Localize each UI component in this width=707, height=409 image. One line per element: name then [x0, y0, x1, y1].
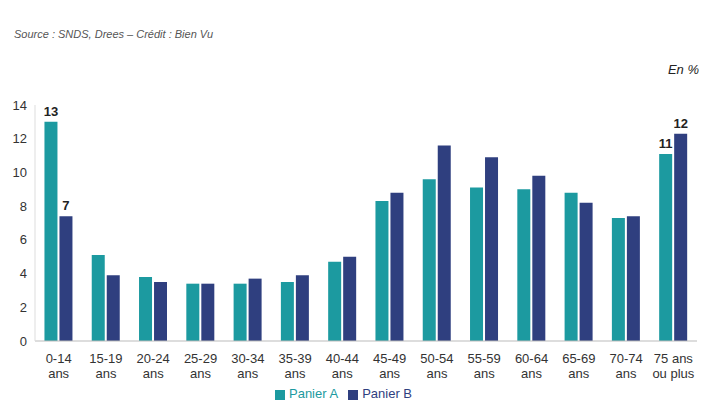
- html-text:En %: En %: [667, 62, 699, 77]
- svg-text:8: 8: [20, 199, 27, 214]
- svg-text:12: 12: [13, 131, 27, 146]
- svg-text:60-64ans: 60-64ans: [515, 351, 548, 381]
- svg-text:14: 14: [13, 98, 27, 113]
- svg-text:35-39ans: 35-39ans: [278, 351, 311, 381]
- svg-text:7: 7: [62, 198, 69, 213]
- svg-text:2: 2: [20, 300, 27, 315]
- svg-text:6: 6: [20, 232, 27, 247]
- svg-text:70-74ans: 70-74ans: [609, 351, 642, 381]
- svg-text:55-59ans: 55-59ans: [468, 351, 501, 381]
- svg-text:4: 4: [20, 266, 27, 281]
- html-text:Source : SNDS, Drees – Crédit: Source : SNDS, Drees – Crédit : Bien Vu: [14, 28, 214, 40]
- svg-text:50-54ans: 50-54ans: [420, 351, 453, 381]
- svg-text:12: 12: [673, 116, 687, 131]
- svg-text:11: 11: [659, 136, 673, 151]
- html-text:Panier A: Panier A: [289, 386, 339, 401]
- svg-text:0-14ans: 0-14ans: [46, 351, 72, 381]
- svg-text:40-44ans: 40-44ans: [326, 351, 359, 381]
- svg-text:25-29ans: 25-29ans: [184, 351, 217, 381]
- svg-text:65-69ans: 65-69ans: [562, 351, 595, 381]
- svg-text:10: 10: [13, 165, 27, 180]
- svg-text:30-34ans: 30-34ans: [231, 351, 264, 381]
- svg-text:13: 13: [44, 104, 58, 119]
- svg-text:20-24ans: 20-24ans: [137, 351, 170, 381]
- svg-text:15-19ans: 15-19ans: [89, 351, 122, 381]
- html-text:Panier B: Panier B: [362, 386, 412, 401]
- svg-text:0: 0: [20, 334, 27, 349]
- svg-text:75 ansou plus: 75 ansou plus: [652, 351, 694, 381]
- svg-text:45-49ans: 45-49ans: [373, 351, 406, 381]
